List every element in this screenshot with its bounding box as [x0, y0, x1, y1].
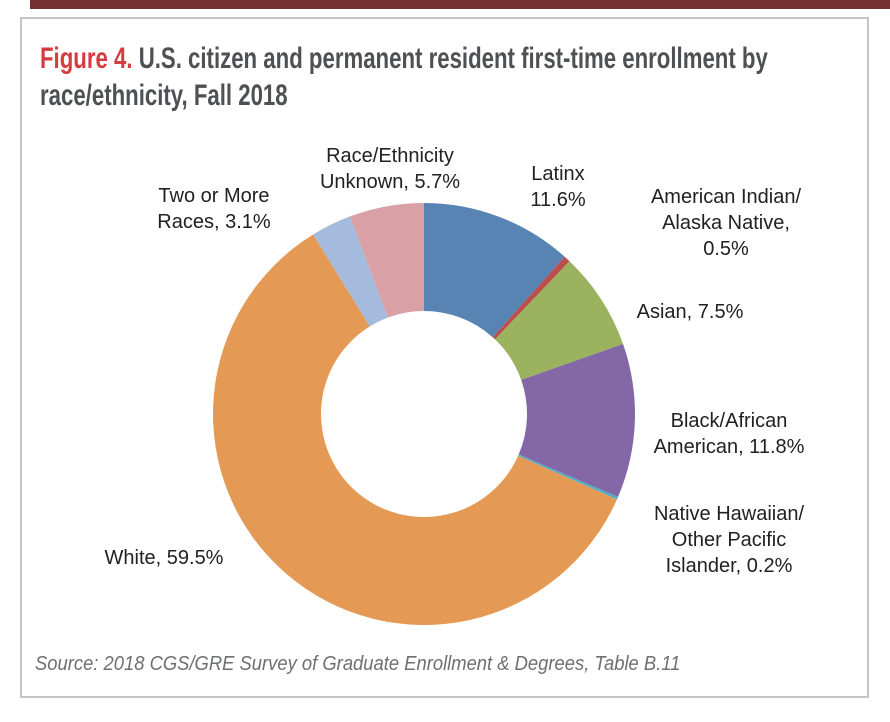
figure-source: Source: 2018 CGS/GRE Survey of Graduate … — [35, 653, 681, 675]
pie-slice-white — [213, 234, 617, 625]
figure-title-text: U.S. citizen and permanent resident firs… — [40, 42, 768, 112]
chart-label-white: White, 59.5% — [104, 547, 224, 569]
chart-label-native-hawaiian-pacific-islander: Native Hawaiian/ Other Pacific Islander,… — [653, 503, 805, 577]
chart-label-black-african-american: Black/African American, 11.8% — [653, 410, 805, 458]
figure-box: Figure 4. U.S. citizen and permanent res… — [20, 17, 869, 698]
pie-slice-latinx — [424, 203, 565, 338]
pie-slice-asian — [495, 261, 624, 380]
figure-number-label: Figure 4. — [40, 42, 133, 75]
pie-slice-two-or-more-races — [313, 216, 388, 327]
donut-svg — [213, 203, 636, 625]
chart-label-two-or-more-races: Two or More Races, 3.1% — [157, 185, 271, 233]
page-top-rule — [30, 0, 890, 9]
pie-slice-native-hawaiian-other-pacific-islander — [518, 454, 619, 500]
pie-slice-black-african-american — [518, 344, 636, 497]
pie-slice-american-indian-alaska-native — [492, 256, 570, 340]
chart-label-american-indian-alaska-native: American Indian/ Alaska Native, 0.5% — [650, 186, 802, 260]
chart-label-latinx: Latinx 11.6% — [530, 163, 586, 211]
pie-slice-race-ethnicity-unknown — [349, 203, 424, 318]
donut-chart: Race/Ethnicity Unknown, 5.7% Latinx 11.6… — [22, 19, 871, 700]
chart-label-race-ethnicity-unknown: Race/Ethnicity Unknown, 5.7% — [319, 145, 461, 193]
chart-label-asian: Asian, 7.5% — [636, 301, 744, 323]
figure-title: Figure 4. U.S. citizen and permanent res… — [40, 40, 854, 114]
